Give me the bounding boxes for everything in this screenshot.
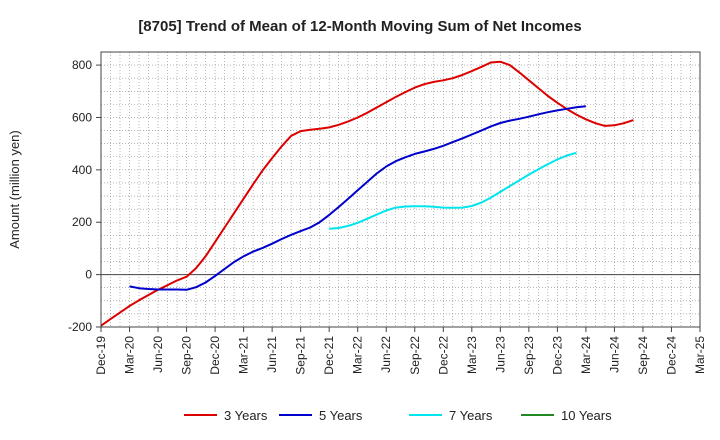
- y-axis-label: Amount (million yen): [7, 130, 22, 249]
- x-tick-label: Mar-21: [237, 336, 251, 374]
- y-tick-label: 200: [72, 215, 92, 229]
- legend-label: 3 Years: [224, 408, 268, 423]
- y-tick-label: 600: [72, 110, 92, 124]
- plot-frame: [100, 51, 701, 328]
- x-tick-label: Mar-22: [351, 336, 365, 374]
- y-tick-label: 800: [72, 58, 92, 72]
- x-tick-label: Sep-21: [294, 336, 308, 375]
- x-tick-label: Mar-20: [123, 336, 137, 374]
- x-tick-label: Mar-24: [579, 336, 593, 374]
- legend-label: 7 Years: [449, 408, 493, 423]
- y-tick-label: 400: [72, 163, 92, 177]
- x-tick-label: Dec-19: [94, 336, 108, 375]
- legend-label: 5 Years: [319, 408, 363, 423]
- grid: [101, 52, 700, 327]
- y-axis: -200 0 200 400 600 800: [68, 58, 101, 334]
- x-tick-label: Dec-20: [208, 336, 222, 375]
- legend-label: 10 Years: [561, 408, 612, 423]
- y-tick-label: 0: [85, 268, 92, 282]
- x-tick-label: Jun-23: [493, 336, 507, 373]
- x-tick-label: Mar-23: [465, 336, 479, 374]
- x-tick-label: Sep-22: [408, 336, 422, 375]
- x-tick-label: Jun-21: [265, 336, 279, 373]
- x-tick-label: Jun-24: [607, 336, 621, 373]
- y-tick-label: -200: [68, 320, 92, 334]
- x-tick-label: Dec-21: [322, 336, 336, 375]
- series-lines: [100, 60, 634, 327]
- x-axis: Dec-19 Mar-20 Jun-20 Sep-20 Dec-20 Mar-21 Jun-…: [94, 327, 707, 375]
- legend: 3 Years 5 Years 7 Years 10 Years: [184, 408, 612, 423]
- x-tick-label: Sep-20: [180, 336, 194, 375]
- chart-title: [8705] Trend of Mean of 12-Month Moving …: [138, 18, 581, 35]
- x-tick-label: Dec-24: [664, 336, 678, 375]
- x-tick-label: Jun-20: [151, 336, 165, 373]
- series-line-2: [129, 105, 587, 291]
- x-tick-label: Dec-22: [436, 336, 450, 375]
- x-tick-label: Jun-22: [379, 336, 393, 373]
- x-tick-label: Dec-23: [550, 336, 564, 375]
- x-tick-label: Sep-23: [522, 336, 536, 375]
- series-line-3: [329, 151, 577, 230]
- x-tick-label: Mar-25: [693, 336, 707, 374]
- series-line-1: [100, 60, 634, 327]
- x-tick-label: Sep-24: [636, 336, 650, 375]
